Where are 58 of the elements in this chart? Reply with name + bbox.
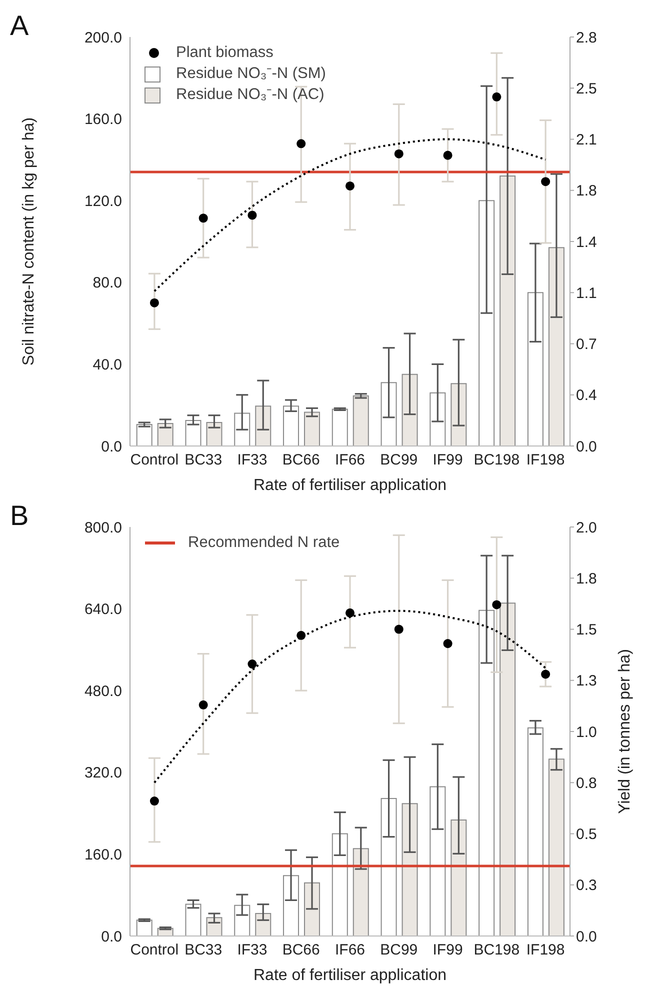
legend-label: Residue NO₃⁻-N (AC) xyxy=(176,84,324,104)
y2-tick-label: 2.5 xyxy=(576,80,597,98)
x-tick-label: BC33 xyxy=(184,942,222,959)
y2-tick-label: 2.8 xyxy=(576,29,597,46)
y-axis-title: Soil nitrate-N content (in kg per ha) xyxy=(20,117,38,366)
x-tick-label: IF66 xyxy=(334,942,366,959)
y-tick-label: 120.0 xyxy=(84,192,122,210)
x-tick-label: BC66 xyxy=(282,942,320,959)
y2-tick-label: 0.0 xyxy=(576,438,597,456)
x-tick-label: BC198 xyxy=(474,452,520,469)
legend-label: Recommended N rate xyxy=(188,532,340,552)
y-tick-label: 640.0 xyxy=(84,601,122,618)
x-tick-label: IF66 xyxy=(334,452,366,469)
legend-label: Residue NO₃⁻-N (SM) xyxy=(176,64,326,84)
y2-tick-label: 0.5 xyxy=(576,826,597,844)
y-tick-label: 80.0 xyxy=(92,274,122,292)
y-tick-label: 0.0 xyxy=(101,928,122,946)
x-tick-label: BC99 xyxy=(380,942,418,959)
y2-tick-label: 1.3 xyxy=(576,672,597,690)
y2-tick-label: 1.4 xyxy=(576,234,597,251)
chart-title: B xyxy=(10,500,29,532)
x-tick-label: IF99 xyxy=(432,942,463,959)
chart-title: A xyxy=(10,10,29,42)
y-tick-label: 40.0 xyxy=(92,356,122,374)
y2-tick-label: 1.8 xyxy=(576,570,597,588)
x-tick-label: IF99 xyxy=(432,452,463,469)
y2-tick-label: 0.7 xyxy=(576,336,597,354)
y2-axis-title: Yield (in tonnes per ha) xyxy=(616,649,634,814)
y2-tick-label: 0.8 xyxy=(576,774,597,792)
x-tick-label: BC198 xyxy=(474,942,520,959)
x-tick-label: IF33 xyxy=(237,452,268,469)
y2-tick-label: 0.0 xyxy=(576,928,597,946)
legend-label: Plant biomass xyxy=(176,42,274,62)
y2-tick-label: 1.5 xyxy=(576,622,597,639)
x-tick-label: BC99 xyxy=(380,452,418,469)
x-axis-title: Rate of fertiliser application xyxy=(254,967,446,984)
x-tick-label: BC66 xyxy=(282,452,320,469)
y2-tick-label: 0.4 xyxy=(576,387,597,404)
y2-tick-label: 0.3 xyxy=(576,877,597,894)
x-tick-label: Control xyxy=(130,942,179,959)
x-tick-label: BC33 xyxy=(184,452,222,469)
x-tick-label: IF33 xyxy=(237,942,268,959)
y2-tick-label: 2.0 xyxy=(576,519,597,536)
x-tick-label: IF198 xyxy=(526,452,565,469)
y2-tick-label: 2.1 xyxy=(576,132,597,149)
x-tick-label: Control xyxy=(130,452,179,469)
y-tick-label: 200.0 xyxy=(84,29,122,46)
y-tick-label: 0.0 xyxy=(101,438,122,456)
y-tick-label: 160.0 xyxy=(84,111,122,128)
y2-tick-label: 1.0 xyxy=(576,724,597,741)
x-axis-title: Rate of fertiliser application xyxy=(254,477,446,494)
y-tick-label: 160.0 xyxy=(84,846,122,864)
y-tick-label: 800.0 xyxy=(84,519,122,536)
y-tick-label: 320.0 xyxy=(84,764,122,782)
y-tick-label: 480.0 xyxy=(84,682,122,700)
y2-tick-label: 1.1 xyxy=(576,284,597,302)
x-tick-label: IF198 xyxy=(526,942,565,959)
y2-tick-label: 1.8 xyxy=(576,182,597,200)
